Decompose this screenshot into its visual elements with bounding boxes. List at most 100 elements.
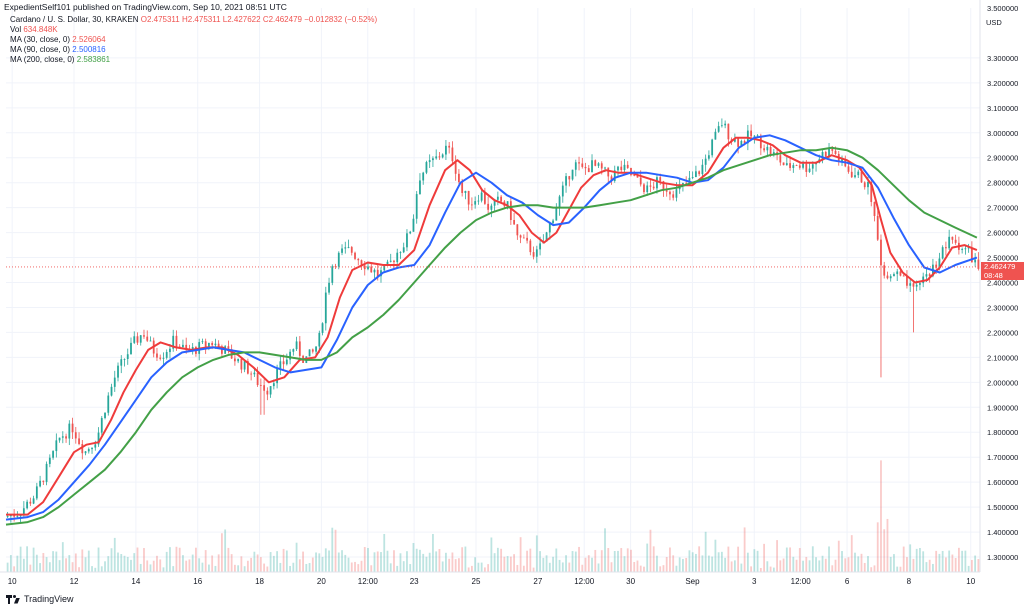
candle: [87, 447, 90, 454]
candle-body: [626, 164, 629, 168]
legend-ma90-row[interactable]: MA (90, close, 0) 2.500816: [10, 45, 377, 55]
volume-bar: [714, 539, 717, 572]
candle-body: [370, 266, 373, 273]
volume-bar: [74, 553, 77, 572]
volume-bar: [360, 560, 363, 572]
candle: [104, 412, 106, 420]
candle-body: [870, 181, 873, 202]
candle: [331, 264, 334, 286]
candle-body: [113, 377, 116, 387]
candle: [509, 197, 512, 225]
volume-bar: [428, 552, 431, 572]
candle-body: [604, 167, 606, 169]
volume-bar: [597, 563, 600, 572]
candle: [701, 159, 704, 180]
candle-body: [763, 148, 765, 151]
volume-bar: [42, 553, 45, 572]
candle-body: [52, 451, 54, 458]
candle-body: [785, 163, 788, 166]
candle-body: [496, 196, 499, 200]
candle-body: [464, 190, 467, 193]
candle-body: [938, 258, 941, 268]
volume-bar: [221, 533, 223, 572]
volume-bar: [698, 546, 701, 572]
volume-bar: [464, 546, 467, 572]
legend-ma30-row[interactable]: MA (30, close, 0) 2.526064: [10, 35, 377, 45]
legend-symbol-row: Cardano / U. S. Dollar, 30, KRAKEN O2.47…: [10, 15, 377, 25]
candle-body: [685, 182, 688, 184]
volume-bar: [610, 562, 613, 572]
candle-body: [295, 341, 298, 350]
candle: [876, 209, 879, 241]
volume-bar: [643, 566, 645, 572]
candle: [961, 247, 964, 254]
candle: [669, 190, 671, 201]
volume-bar: [906, 557, 908, 572]
candle-body: [435, 156, 438, 159]
volume-bar: [711, 556, 714, 572]
volume-bar: [188, 559, 191, 572]
candle: [704, 154, 707, 172]
candle-body: [717, 126, 720, 132]
y-tick-label: 2.900000: [987, 154, 1018, 163]
candle-body: [357, 258, 360, 261]
candle-body: [227, 346, 230, 350]
y-tick-label: 3.300000: [987, 54, 1018, 63]
candle-body: [620, 166, 623, 171]
volume-bar: [201, 562, 204, 572]
volume-bar: [123, 555, 126, 572]
candle: [964, 245, 967, 255]
candle: [32, 495, 35, 505]
candle-body: [594, 160, 597, 166]
candle: [620, 160, 623, 173]
ma90-label: MA (90, close, 0): [10, 45, 71, 54]
candle-body: [951, 236, 954, 240]
candle: [435, 149, 438, 160]
candle-body: [578, 162, 580, 164]
ma90-line: [5, 134, 978, 521]
candle: [65, 433, 67, 443]
legend-volume-row[interactable]: Vol 634.848K: [10, 25, 377, 35]
volume-bar: [409, 564, 412, 572]
volume-bar: [847, 557, 850, 572]
volume-bar: [873, 565, 876, 572]
volume-bar: [185, 560, 188, 572]
volume-bar: [837, 540, 840, 572]
legend-ma200-row[interactable]: MA (200, close, 0) 2.583861: [10, 55, 377, 65]
candle-body: [376, 269, 379, 277]
tradingview-logo[interactable]: TradingView: [6, 594, 74, 604]
symbol-label[interactable]: Cardano / U. S. Dollar, 30, KRAKEN: [10, 15, 139, 24]
volume-bar: [152, 560, 155, 572]
candle-body: [165, 352, 168, 358]
candle: [347, 239, 350, 249]
volume-bar: [824, 558, 827, 572]
candle-body: [250, 373, 253, 375]
candle-body: [649, 185, 652, 187]
candle: [597, 162, 600, 169]
candle-body: [561, 185, 564, 197]
volume-bar: [266, 566, 269, 572]
volume-bar: [467, 567, 470, 572]
candle-body: [948, 236, 951, 249]
volume-bar: [156, 555, 158, 572]
volume-bar: [393, 550, 395, 572]
volume-bar: [617, 550, 619, 572]
volume-bar: [68, 555, 71, 572]
volume-bar: [272, 555, 275, 572]
candle: [850, 165, 853, 179]
ma30-value: 2.526064: [72, 35, 106, 44]
volume-bar: [292, 562, 295, 572]
candle-body: [558, 196, 561, 209]
volume-bar: [630, 549, 632, 572]
candle: [552, 218, 554, 225]
candle-body: [415, 194, 418, 219]
volume-bar: [48, 562, 51, 572]
candle: [691, 171, 694, 180]
volume-bar: [97, 547, 100, 572]
candle: [496, 191, 499, 206]
candle-body: [925, 274, 928, 277]
y-tick-label: 1.900000: [987, 403, 1018, 412]
volume-bar: [623, 556, 626, 572]
volume-bar: [730, 561, 733, 572]
